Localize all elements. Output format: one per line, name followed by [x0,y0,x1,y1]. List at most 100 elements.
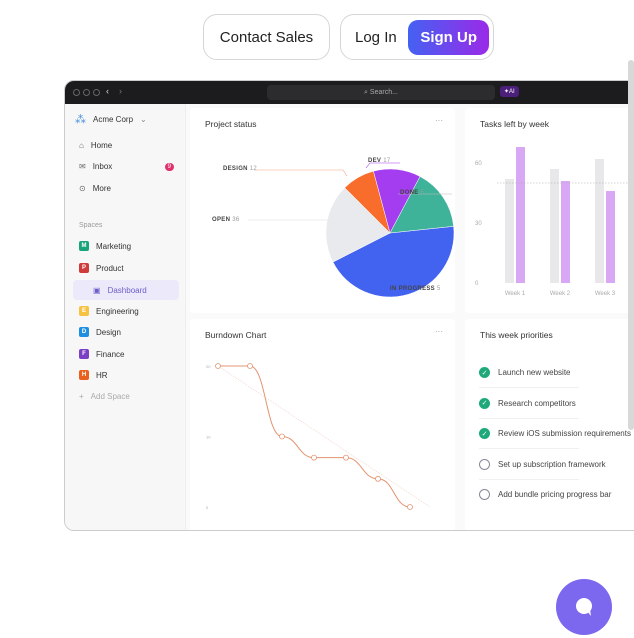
empty-circle-icon[interactable] [479,489,490,500]
sidebar-item-more[interactable]: ⊙ More [79,184,111,193]
add-space-button[interactable]: + Add Space [79,392,130,401]
more-icon: ⊙ [79,184,86,193]
priority-label: Review iOS submission requirements [498,429,631,438]
trend-line [217,365,431,508]
card-title: Tasks left by week [480,119,549,129]
sidebar-item-marketing[interactable]: M Marketing [79,241,131,251]
data-point [215,363,221,369]
priority-label: Set up subscription framework [498,459,606,469]
sidebar-item-label: More [92,184,111,193]
ai-button[interactable]: ✦AI [500,86,519,97]
forward-icon[interactable]: › [119,86,122,96]
inbox-badge: 9 [164,162,174,171]
inbox-icon: ✉ [79,162,86,171]
priority-item[interactable]: Add bundle pricing progress bar [479,489,611,500]
pie-slice-open [325,187,391,263]
space-icon: F [79,349,89,359]
plus-icon: + [79,392,84,401]
bar [550,169,559,283]
check-circle-icon[interactable]: ✓ [479,397,490,409]
bar [516,147,525,283]
burndown-line [218,365,411,508]
search-placeholder: Search... [369,89,398,96]
scrollbar[interactable] [628,60,634,430]
data-point [311,454,317,461]
workspace-switcher[interactable]: ⁂ Acme Corp ⌄ [75,113,147,126]
priority-label: Add bundle pricing progress bar [498,490,612,499]
y-tick-label: 20 [206,364,211,369]
search-input[interactable]: ⌕ Search... [267,85,495,100]
sidebar-item-product[interactable]: P Product [79,263,124,273]
dashboard-icon: ▣ [93,285,101,295]
data-point [407,504,413,510]
pie-label-open: OPEN 36 [212,217,240,223]
y-tick-label: 30 [475,221,482,227]
priority-item[interactable]: Set up subscription framework [479,458,606,470]
space-icon: P [79,263,89,273]
sidebar-item-dashboard[interactable]: ▣ Dashboard [73,280,179,300]
bar [505,179,514,283]
sidebar-item-label: Finance [96,349,125,359]
priority-item[interactable]: ✓ Launch new website [479,367,571,378]
pie-chart [248,162,455,298]
auth-group: Log In Sign Up [340,14,494,60]
pie-slice-done [389,176,454,234]
sidebar-item-label: Product [96,263,124,273]
priority-item[interactable]: ✓ Review iOS submission requirements [479,428,631,439]
x-tick-label: Week 3 [595,291,616,297]
pie-label-in-progress: IN PROGRESS 5 [390,286,441,292]
sidebar-item-engineering[interactable]: E Engineering [79,306,139,316]
project-status-card: Project status ··· DESIGN 12 DEV 17 DONE… [190,108,455,313]
pie-slice-in-progress [332,226,455,298]
search-icon: ⌕ [364,89,370,96]
sidebar-item-hr[interactable]: H HR [79,370,108,380]
sidebar-item-label: Home [90,141,113,150]
chat-button[interactable] [556,579,612,635]
data-point [343,454,349,461]
sidebar-item-label: Inbox [92,162,113,171]
leader-line [361,285,388,290]
sidebar-item-label: HR [96,370,108,380]
sign-up-button[interactable]: Sign Up [408,19,489,55]
sidebar: ⁂ Acme Corp ⌄ ⌂ Home ✉ Inbox 9 ⊙ More Spaces … [65,104,186,530]
check-circle-icon[interactable]: ✓ [479,428,490,439]
workspace-name: Acme Corp [93,115,134,124]
priority-label: Launch new website [498,368,571,377]
sidebar-item-home[interactable]: ⌂ Home [79,141,112,150]
sidebar-item-design[interactable]: D Design [79,327,121,337]
space-icon: E [79,306,89,316]
bar-chart: 0 30 60 Week 1 Week 2 Week 3 [475,147,634,297]
window-close-dot[interactable] [73,89,80,96]
priorities-card: This week priorities ✓ Launch new website… [465,319,634,530]
bar [595,159,604,283]
priority-label: Research competitors [498,398,576,408]
log-in-button[interactable]: Log In [355,28,397,46]
window-maximize-dot[interactable] [93,89,100,96]
sidebar-item-label: Marketing [96,241,132,251]
y-tick-label: 0 [206,505,209,510]
chat-bubble-icon [576,598,592,616]
check-circle-icon[interactable]: ✓ [479,367,490,378]
sidebar-item-finance[interactable]: F Finance [79,349,124,359]
more-options-button[interactable]: ··· [435,327,443,336]
contact-sales-button[interactable]: Contact Sales [203,14,330,60]
spaces-heading: Spaces [79,222,103,229]
x-tick-label: Week 1 [505,291,526,297]
window-minimize-dot[interactable] [83,89,90,96]
space-icon: H [79,370,89,380]
sidebar-item-label: Engineering [96,306,139,316]
pie-label-done: DONE 5 [400,190,425,196]
back-icon[interactable]: ‹ [106,86,109,96]
priority-item[interactable]: ✓ Research competitors [479,397,576,409]
sidebar-item-inbox[interactable]: ✉ Inbox 9 [79,162,174,171]
workspace-logo-icon: ⁂ [75,114,86,126]
y-tick-label: 0 [475,281,479,287]
empty-circle-icon[interactable] [479,458,490,470]
space-icon: D [79,327,89,337]
bar [606,191,615,283]
burndown-card: Burndown Chart ··· 0 10 20 [190,319,455,530]
ai-label: AI [509,89,515,95]
y-tick-label: 10 [206,435,211,440]
more-options-button[interactable]: ··· [435,116,443,125]
x-tick-label: Week 2 [550,291,571,297]
